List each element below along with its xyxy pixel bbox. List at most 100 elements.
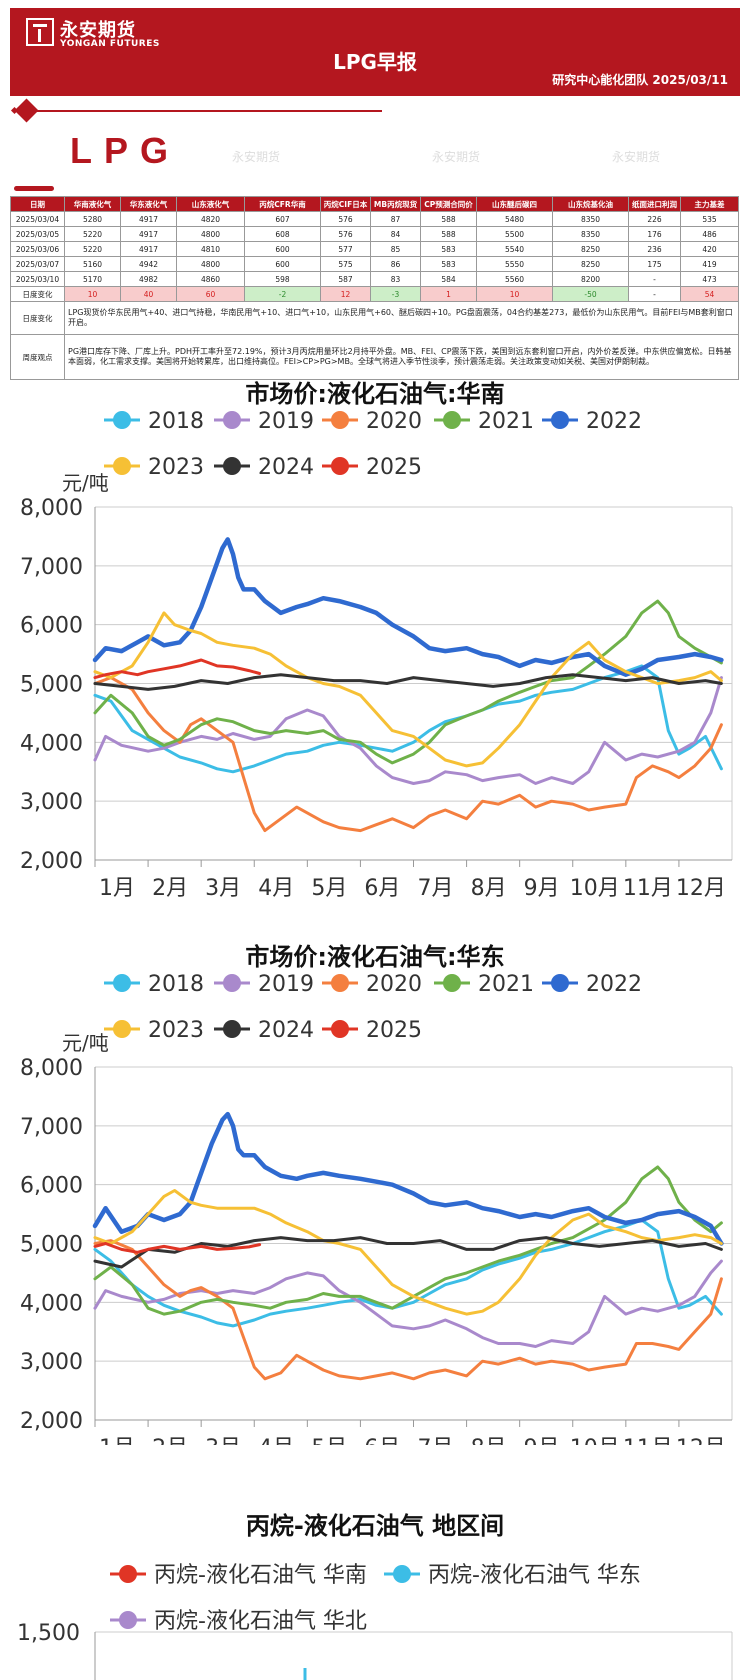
series-line-2021 xyxy=(93,599,723,765)
table-cell: 85 xyxy=(370,241,421,257)
table-cell: 5220 xyxy=(64,226,121,242)
legend-swatch-dot xyxy=(223,411,241,429)
legend-swatch-dot xyxy=(393,1565,411,1583)
table-cell: 4942 xyxy=(120,256,177,272)
report-header: 永安期货 YONGAN FUTURES LPG早报 研究中心能化团队 2025/… xyxy=(10,8,740,96)
table-cell: 575 xyxy=(320,256,371,272)
change-cell: -50 xyxy=(552,286,629,302)
table-cell: 2025/03/04 xyxy=(10,211,65,227)
table-cell: 5500 xyxy=(476,226,553,242)
x-tick-label: 4月 xyxy=(258,876,294,901)
y-tick-label: 2,000 xyxy=(20,849,83,874)
table-cell: 236 xyxy=(628,241,681,257)
legend-swatch-dot xyxy=(331,1020,349,1038)
table-cell: 588 xyxy=(420,226,477,242)
change-cell: 40 xyxy=(120,286,177,302)
legend-label: 2024 xyxy=(258,455,314,480)
y-tick-label: 1,500 xyxy=(17,1621,80,1646)
y-tick-label: 8,000 xyxy=(20,1056,83,1081)
table-header-cell: 主力基差 xyxy=(680,196,739,212)
table-cell: 576 xyxy=(320,211,371,227)
table-row: 2025/03/07 5160 4942 4800 600 575 86 583 5550 825… xyxy=(10,256,739,272)
table-cell: 8350 xyxy=(552,226,629,242)
chart-south-china-lpg: 市场价:液化石油气:华南 2018 2019 2020 2021 2022 2023 2024… xyxy=(20,380,733,901)
y-tick-label: 3,000 xyxy=(20,1350,83,1375)
legend-label: 丙烷-液化石油气 华南 xyxy=(154,1563,367,1588)
table-cell: 587 xyxy=(320,271,371,287)
table-cell: 8250 xyxy=(552,241,629,257)
table-header-cell: 丙烷CIF日本 xyxy=(320,196,371,212)
table-cell: 608 xyxy=(244,226,321,242)
table-cell: 584 xyxy=(420,271,477,287)
y-tick-label: 5,000 xyxy=(20,1233,83,1258)
legend-label: 2024 xyxy=(258,1018,314,1043)
series-line-2018 xyxy=(93,1218,723,1328)
table-cell: 419 xyxy=(680,256,739,272)
x-tick-label: 7月 xyxy=(418,1436,454,1445)
table-cell: 535 xyxy=(680,211,739,227)
report-subtitle: 研究中心能化团队 2025/03/11 xyxy=(552,73,728,87)
legend-label: 丙烷-液化石油气 华北 xyxy=(154,1609,367,1634)
text-row-content: PG港口库存下降、厂库上升。PDH开工率升至72.19%，预计3月丙烷用量环比2… xyxy=(64,334,739,380)
series-line-2021 xyxy=(93,1165,723,1316)
table-cell: 87 xyxy=(370,211,421,227)
chart-title: 丙烷-液化石油气 地区间 xyxy=(246,1512,504,1540)
series-line-2020 xyxy=(93,1239,723,1381)
table-cell: 2025/03/07 xyxy=(10,256,65,272)
watermark: 永安期货 xyxy=(432,150,481,164)
table-cell: 5540 xyxy=(476,241,553,257)
y-tick-label: 4,000 xyxy=(20,1291,83,1316)
table-header-cell: 华南液化气 xyxy=(64,196,121,212)
chart-east-china-lpg: 市场价:液化石油气:华东 2018 2019 2020 2021 2022 2023 2024… xyxy=(20,943,733,1445)
series-line-2024 xyxy=(93,673,723,691)
y-tick-label: 3,000 xyxy=(20,790,83,815)
series-line-2018 xyxy=(93,664,723,774)
table-cell: 175 xyxy=(628,256,681,272)
table-text-row: 日度变化 LPG现货价华东民用气+40、进口气持稳，华南民用气+10、进口气+10… xyxy=(10,301,739,335)
change-cell: 10 xyxy=(476,286,553,302)
table-cell: 5220 xyxy=(64,241,121,257)
table-header-cell: 山东液化气 xyxy=(176,196,245,212)
legend-swatch-dot xyxy=(223,457,241,475)
table-cell: 4917 xyxy=(120,226,177,242)
x-tick-label: 9月 xyxy=(524,876,560,901)
table-cell: 5480 xyxy=(476,211,553,227)
legend-swatch-dot xyxy=(119,1611,137,1629)
y-tick-label: 7,000 xyxy=(20,555,83,580)
y-axis-label: 元/吨 xyxy=(62,1031,109,1055)
table-header-cell: 纸面进口利润 xyxy=(628,196,681,212)
table-cell: 4917 xyxy=(120,241,177,257)
table-cell: 84 xyxy=(370,226,421,242)
x-tick-label: 12月 xyxy=(676,1436,726,1445)
table-cell: 176 xyxy=(628,226,681,242)
x-tick-label: 8月 xyxy=(471,876,507,901)
y-tick-label: 5,000 xyxy=(20,673,83,698)
table-header-cell: MB丙烷现货 xyxy=(370,196,421,212)
legend-swatch-dot xyxy=(551,411,569,429)
watermark: 永安期货 xyxy=(612,150,661,164)
table-cell: 86 xyxy=(370,256,421,272)
legend-swatch-dot xyxy=(113,1020,131,1038)
table-cell: 473 xyxy=(680,271,739,287)
legend-label: 2023 xyxy=(148,455,204,480)
x-tick-label: 8月 xyxy=(471,1436,507,1445)
legend-label: 丙烷-液化石油气 华东 xyxy=(428,1563,641,1588)
x-tick-label: 2月 xyxy=(152,1436,188,1445)
change-cell: 60 xyxy=(176,286,245,302)
legend-swatch-dot xyxy=(443,974,461,992)
table-row: 2025/03/06 5220 4917 4810 600 577 85 583 5540 825… xyxy=(10,241,739,257)
legend-label: 2022 xyxy=(586,409,642,434)
series-line-2022 xyxy=(92,1111,724,1246)
table-cell: 4810 xyxy=(176,241,245,257)
legend-swatch-dot xyxy=(113,411,131,429)
table-cell: 83 xyxy=(370,271,421,287)
series-line-2020 xyxy=(93,676,723,833)
x-tick-label: 12月 xyxy=(676,876,726,901)
text-row-content: LPG现货价华东民用气+40、进口气持稳，华南民用气+10、进口气+10，山东民… xyxy=(64,301,739,335)
x-tick-label: 1月 xyxy=(99,1436,135,1445)
logo-text-cn: 永安期货 xyxy=(60,20,136,41)
change-cell: -3 xyxy=(370,286,421,302)
legend-swatch-dot xyxy=(551,974,569,992)
table-row: 2025/03/05 5220 4917 4800 608 576 84 588 5500 835… xyxy=(10,226,739,242)
legend-label: 2021 xyxy=(478,409,534,434)
